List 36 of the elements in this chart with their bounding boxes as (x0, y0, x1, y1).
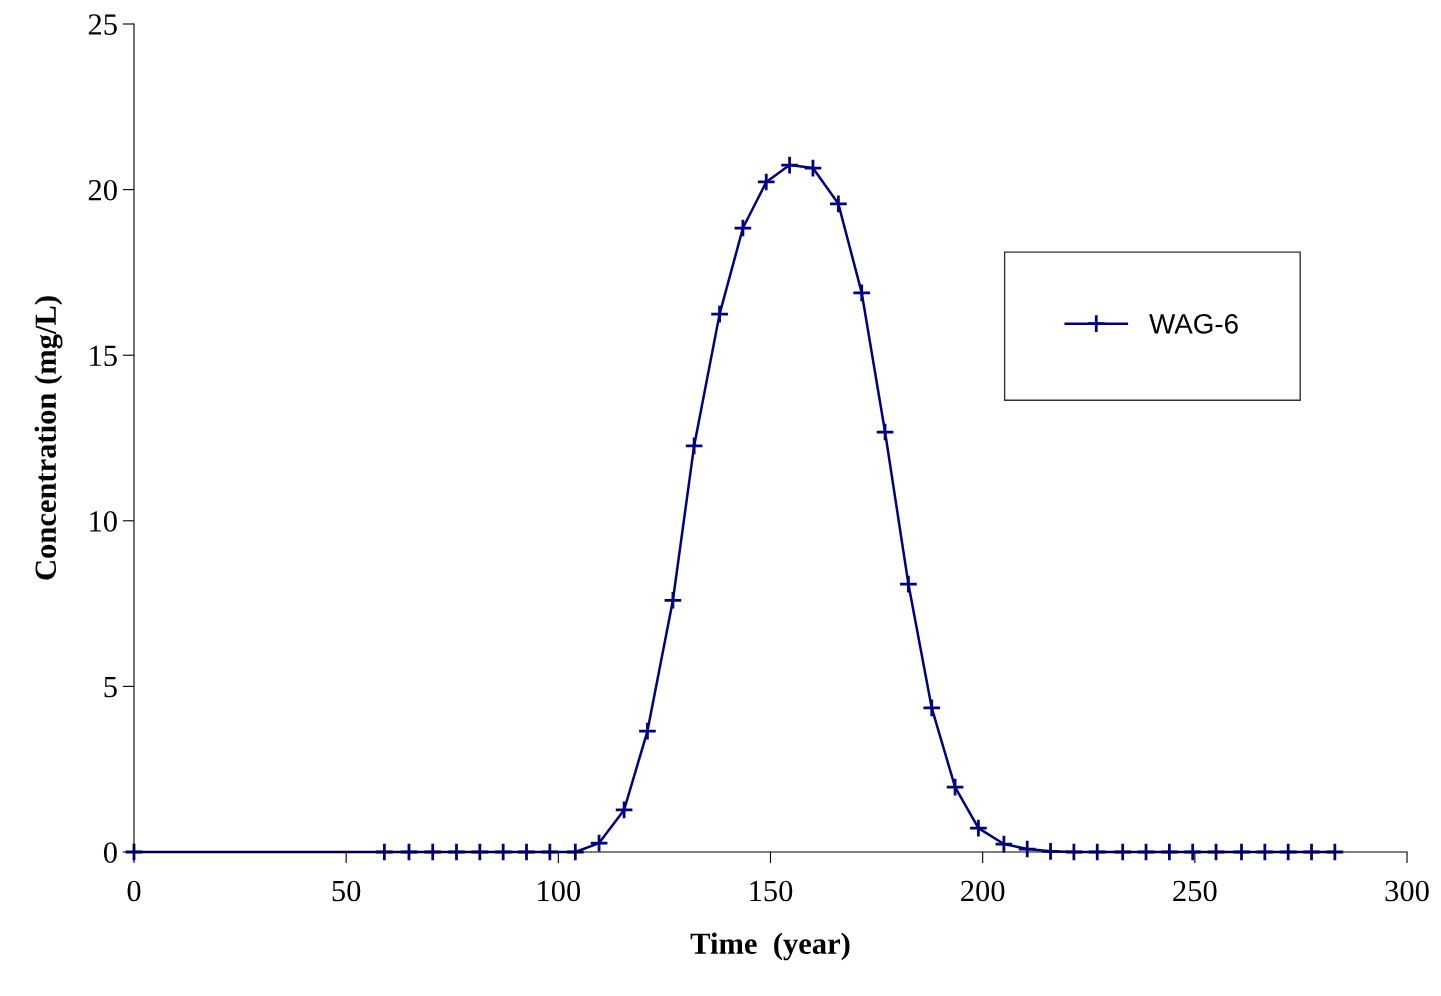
y-tick-label: 25 (88, 14, 117, 35)
x-tick-label: 0 (127, 880, 141, 902)
point (1040, 841, 1061, 862)
y-tick-label: 20 (88, 179, 117, 201)
point (756, 172, 776, 192)
y-tick-label: 15 (90, 345, 117, 367)
point (589, 833, 609, 853)
point (898, 574, 919, 594)
point (779, 155, 800, 175)
point (945, 777, 965, 797)
point (922, 698, 942, 718)
point (684, 436, 704, 456)
point (852, 283, 872, 303)
x-tick-label: 150 (750, 880, 793, 902)
point (1017, 839, 1037, 859)
x-tick-label: 50 (332, 880, 361, 902)
point (828, 194, 849, 214)
point (709, 304, 730, 324)
point (614, 800, 634, 820)
y-tick-label: 10 (90, 511, 117, 532)
point (968, 818, 989, 838)
point (663, 590, 683, 611)
point (875, 422, 895, 442)
point (637, 721, 658, 741)
y-tick-label: 0 (103, 842, 117, 863)
x-tick-label: 300 (1385, 880, 1429, 902)
point (733, 218, 753, 238)
y-tick-label: 5 (104, 676, 117, 698)
x-tick-label: 250 (1173, 880, 1217, 902)
x-tick-label: 100 (538, 880, 581, 902)
point (994, 834, 1014, 854)
legend-label: WAG-6 (1149, 314, 1238, 334)
point (803, 158, 823, 178)
x-tick-label: 200 (961, 880, 1005, 902)
y-axis-title: Concentration (mg/L) (34, 296, 63, 580)
x-axis-title: Time (year) (690, 932, 850, 961)
